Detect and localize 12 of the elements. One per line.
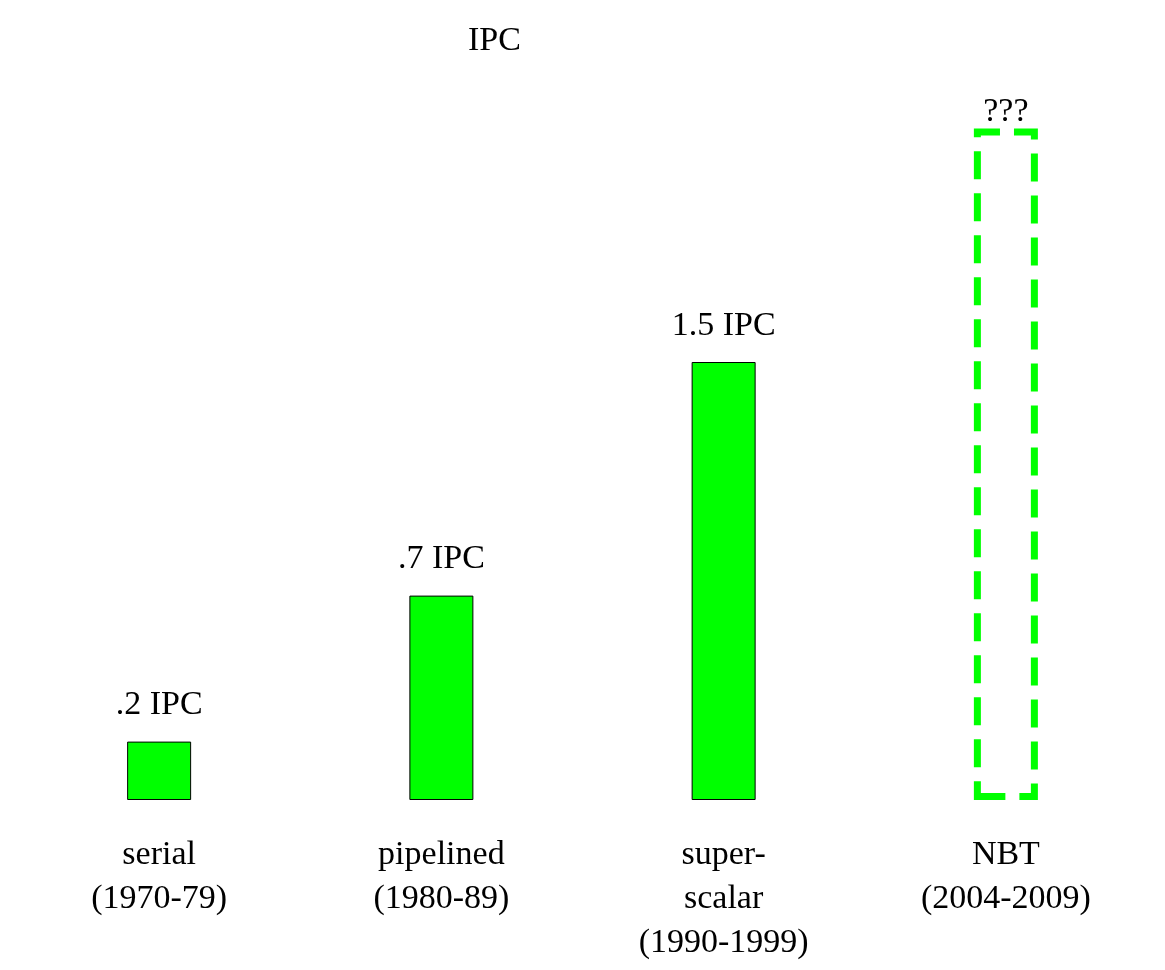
data-label: .7 IPC [397,538,485,576]
bar [409,595,474,800]
chart-title: IPC [468,19,521,57]
x-tick-label: super- scalar (1990-1999) [638,833,809,960]
x-tick-label: pipelined (1980-89) [373,833,510,916]
x-tick-label: serial (1970-79) [91,833,228,916]
x-tick-label: NBT (2004-2009) [920,833,1091,916]
data-label: ??? [983,90,1029,128]
bar [127,741,192,800]
bar [691,362,756,800]
data-label: 1.5 IPC [671,304,776,342]
data-label: .2 IPC [115,684,203,722]
